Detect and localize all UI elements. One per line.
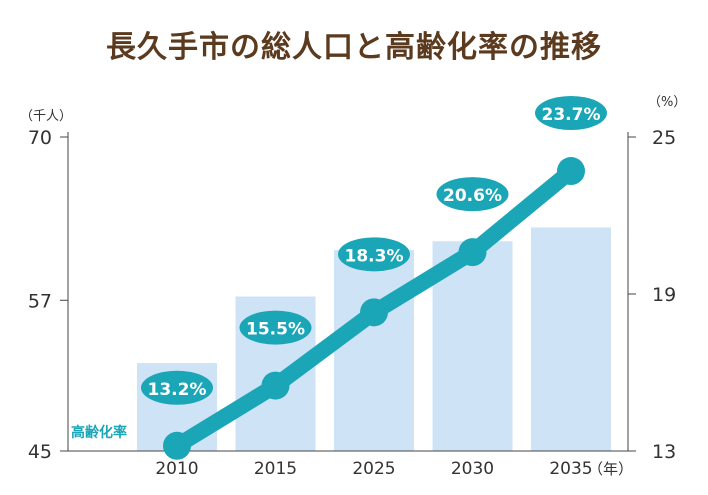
- right-tick-label: 19: [652, 284, 676, 306]
- right-tick-label: 13: [652, 441, 676, 463]
- aging-rate-label-bubble: [436, 177, 509, 212]
- right-tick-label: 25: [652, 127, 676, 149]
- x-axis-unit: （年）: [588, 460, 633, 478]
- x-tick-label: 2035: [549, 459, 592, 479]
- left-tick-label: 70: [28, 127, 52, 149]
- aging-rate-value-label: 23.7%: [542, 105, 601, 125]
- aging-rate-label-bubble: [239, 310, 312, 345]
- x-tick-label: 2030: [451, 459, 494, 479]
- left-axis-unit: （千人）: [20, 109, 72, 124]
- population-bar-2025: [334, 250, 414, 451]
- chart-title: 長久手市の総人口と高齢化率の推移: [106, 30, 602, 65]
- left-tick-label: 45: [28, 441, 52, 463]
- aging-rate-value-label: 20.6%: [443, 186, 502, 206]
- aging-rate-point-2030: [458, 238, 487, 267]
- x-tick-label: 2025: [352, 459, 395, 479]
- population-bar-2035: [531, 227, 611, 451]
- aging-rate-label-bubble: [338, 237, 410, 272]
- x-tick-label: 2015: [254, 459, 297, 479]
- series-name-label: 高齢化率: [71, 424, 127, 441]
- aging-rate-point-2035: [557, 157, 585, 186]
- x-tick-label: 2010: [155, 459, 198, 479]
- aging-rate-label-bubble: [141, 370, 213, 405]
- left-tick-label: 57: [28, 290, 52, 312]
- aging-rate-value-label: 13.2%: [148, 380, 207, 400]
- aging-rate-value-label: 15.5%: [246, 320, 305, 340]
- aging-rate-point-2010: [163, 431, 191, 460]
- aging-rate-point-2025: [360, 298, 388, 327]
- aging-rate-value-label: 18.3%: [345, 246, 404, 266]
- right-axis-unit: （%）: [648, 95, 686, 110]
- aging-rate-label-bubble: [535, 96, 607, 131]
- aging-rate-point-2015: [261, 371, 290, 400]
